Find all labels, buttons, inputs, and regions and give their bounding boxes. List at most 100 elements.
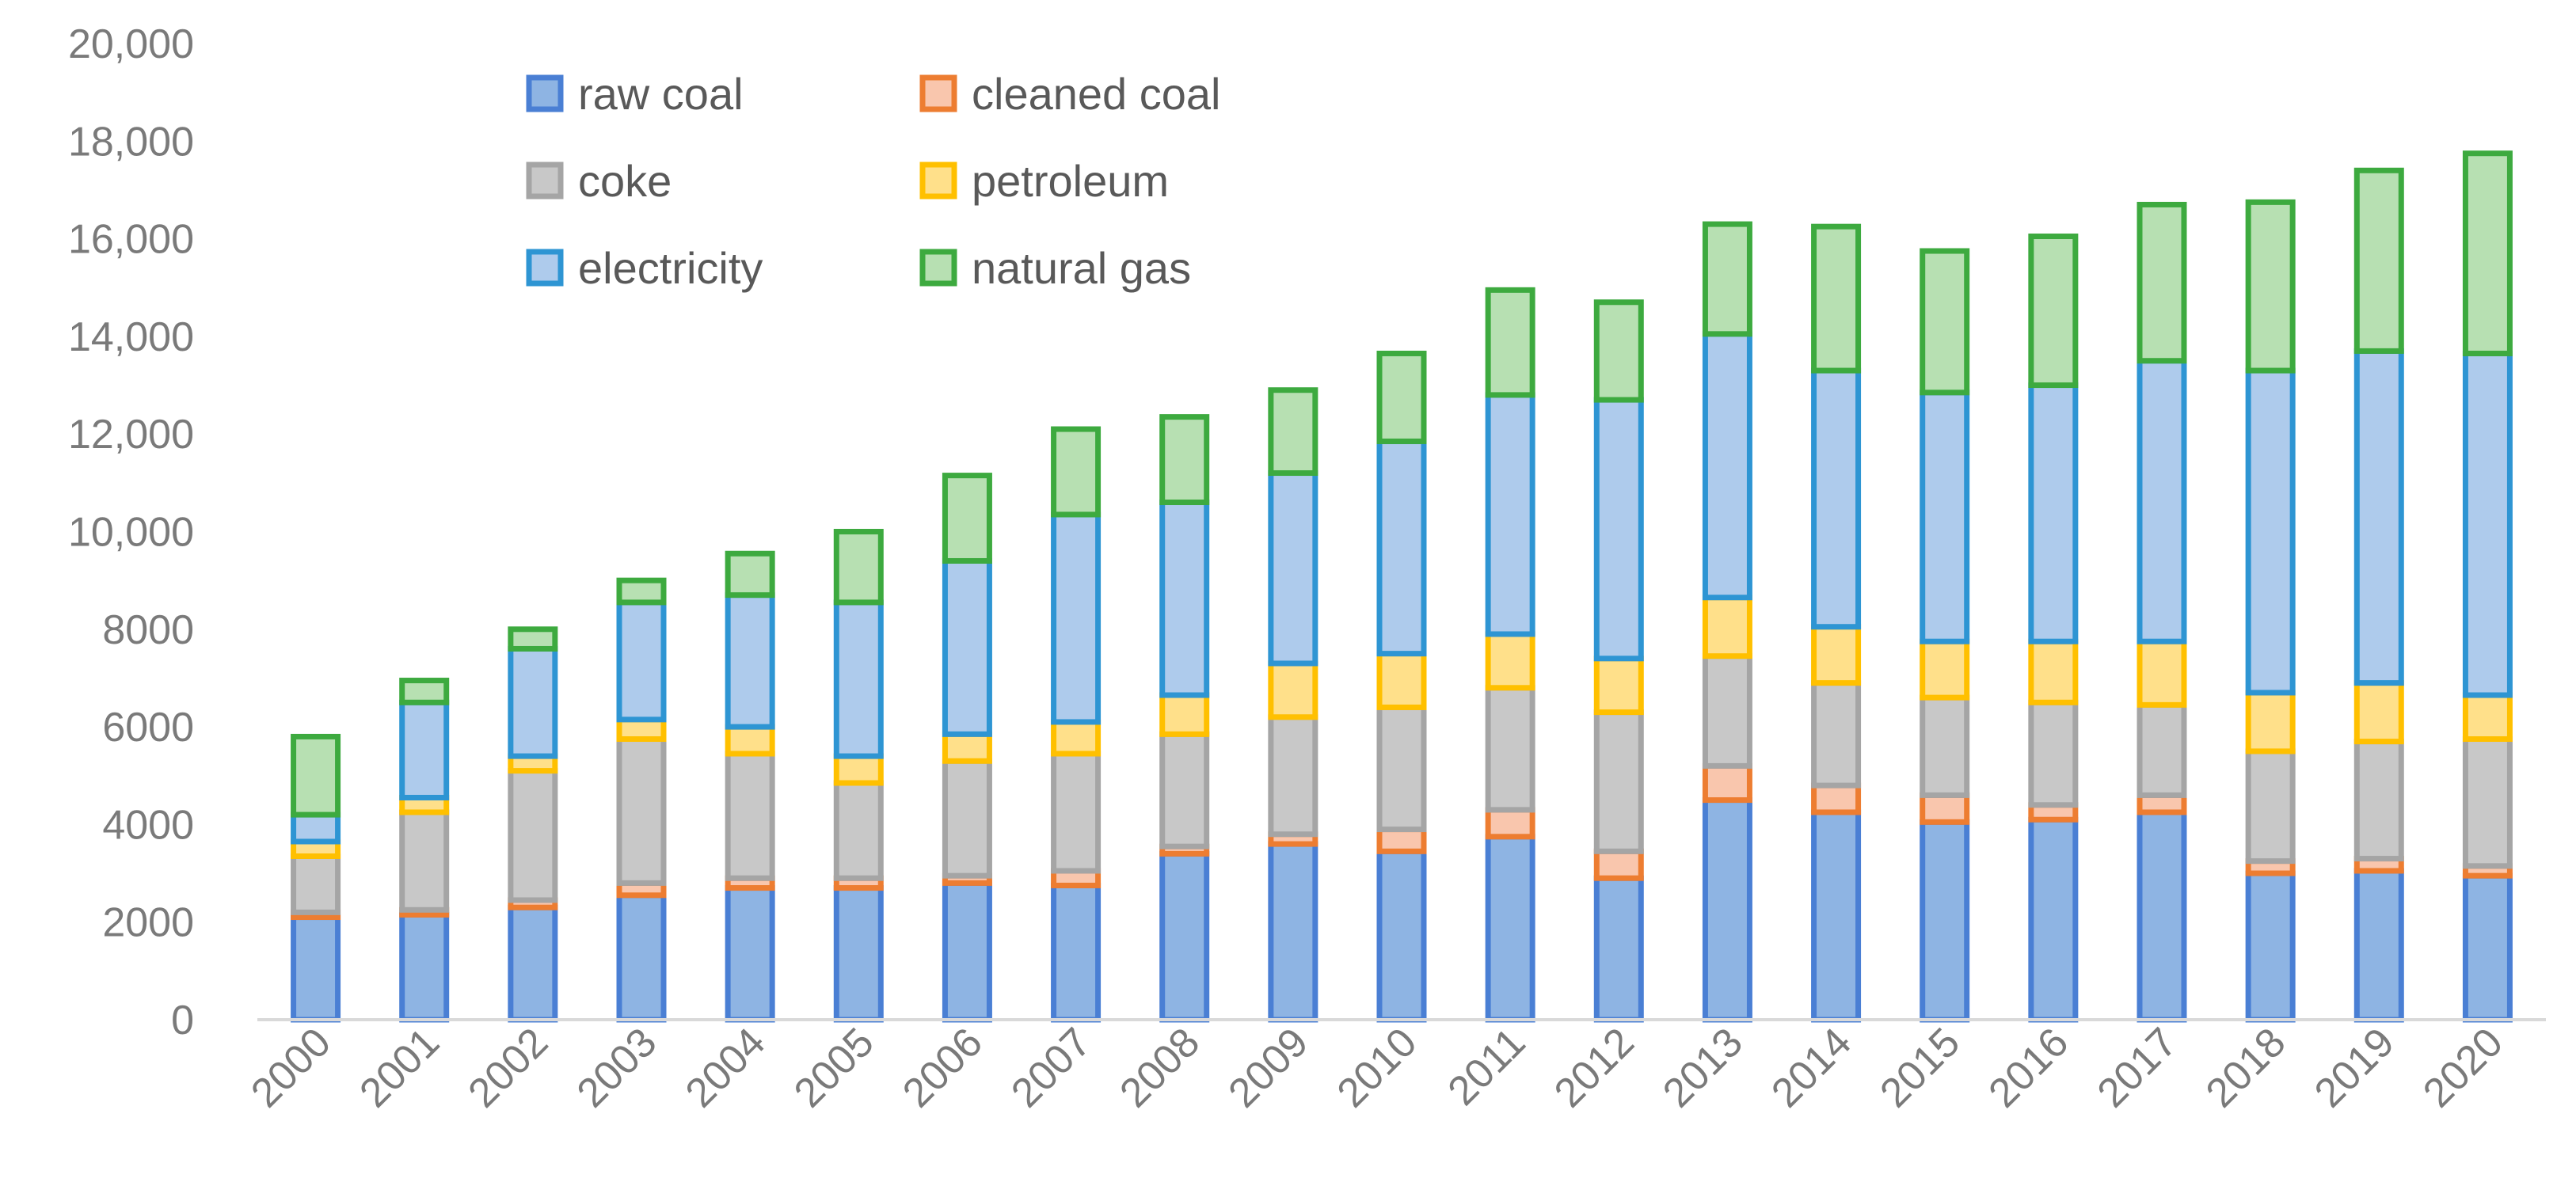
bar-segment-raw-coal	[291, 914, 341, 1023]
bar-segment-raw-coal	[2462, 872, 2513, 1023]
bar-stack-2014	[1811, 223, 1862, 1023]
bar-segment-natural-gas	[508, 626, 558, 652]
bar-segment-petroleum	[1376, 651, 1427, 710]
y-tick-label: 10,000	[68, 510, 194, 556]
bar-segment-cleaned-coal	[1920, 792, 1970, 825]
bar-segment-coke	[2137, 701, 2187, 798]
bar-segment-raw-coal	[1376, 848, 1427, 1023]
x-tick-label: 2014	[1763, 1019, 1860, 1116]
y-tick-label: 20,000	[68, 21, 194, 67]
bar-stacks	[291, 150, 2513, 1023]
bar-segment-petroleum	[942, 731, 992, 764]
bar-stack-2002	[508, 626, 558, 1023]
legend-label: raw coal	[578, 69, 744, 119]
bar-segment-coke	[833, 780, 884, 881]
legend-label: coke	[578, 156, 672, 206]
bar-segment-natural-gas	[1051, 426, 1102, 518]
bar-segment-electricity	[2028, 382, 2079, 644]
legend-label: natural gas	[972, 243, 1191, 293]
bar-segment-raw-coal	[399, 911, 450, 1023]
legend-label: electricity	[578, 243, 763, 293]
bar-stack-2008	[1159, 414, 1210, 1023]
bar-segment-natural-gas	[1920, 248, 1970, 396]
legend: raw coal cleaned coal coke petroleum electri…	[526, 69, 1220, 293]
bar-segment-petroleum	[2028, 638, 2079, 705]
bar-segment-cleaned-coal	[1376, 827, 1427, 854]
bar-segment-natural-gas	[1702, 221, 1752, 337]
bar-segment-coke	[2245, 748, 2296, 865]
bar-segment-raw-coal	[1702, 797, 1752, 1023]
bar-segment-coke	[1593, 709, 1644, 854]
bar-segment-natural-gas	[1376, 350, 1427, 444]
bar-segment-coke	[291, 853, 341, 915]
bar-segment-coke	[725, 751, 775, 881]
bar-segment-raw-coal	[1051, 882, 1102, 1023]
y-tick-label: 8000	[102, 607, 194, 653]
x-tick-label: 2010	[1329, 1019, 1426, 1116]
bar-segment-electricity	[1811, 367, 1862, 630]
bar-segment-raw-coal	[833, 885, 884, 1023]
legend-swatch	[526, 74, 564, 112]
bar-segment-coke	[399, 809, 450, 913]
x-tick-label: 2003	[569, 1019, 666, 1116]
bar-segment-natural-gas	[1485, 287, 1535, 398]
bar-segment-coke	[1376, 704, 1427, 833]
bar-segment-natural-gas	[1811, 223, 1862, 374]
bar-segment-petroleum	[1268, 660, 1318, 720]
legend-label: petroleum	[972, 156, 1169, 206]
bar-segment-electricity	[291, 811, 341, 845]
bar-segment-petroleum	[616, 716, 667, 743]
bar-segment-electricity	[508, 645, 558, 759]
x-tick-label: 2001	[351, 1019, 448, 1116]
bar-segment-raw-coal	[1268, 841, 1318, 1023]
y-axis: 0 2000 4000 6000 8000 10,000 12,000 14,000 16,00…	[68, 21, 194, 1043]
bar-segment-natural-gas	[291, 733, 341, 818]
x-tick-label: 2018	[2197, 1019, 2295, 1116]
x-tick-label: 2005	[786, 1019, 883, 1116]
bar-segment-coke	[2462, 736, 2513, 869]
bar-stack-2006	[942, 473, 992, 1023]
bar-segment-petroleum	[1159, 692, 1210, 737]
bar-segment-coke	[2028, 699, 2079, 808]
bar-segment-electricity	[725, 592, 775, 730]
bar-segment-raw-coal	[508, 904, 558, 1023]
bar-segment-cleaned-coal	[1593, 848, 1644, 881]
bar-segment-electricity	[1485, 392, 1535, 637]
bar-segment-raw-coal	[1920, 819, 1970, 1023]
bar-segment-natural-gas	[833, 529, 884, 606]
legend-swatch	[919, 249, 957, 287]
x-tick-label: 2019	[2306, 1019, 2403, 1116]
bar-segment-electricity	[1376, 438, 1427, 657]
x-tick-label: 2016	[1981, 1019, 2078, 1116]
bar-segment-raw-coal	[2137, 809, 2187, 1023]
bar-stack-2001	[399, 678, 450, 1023]
bar-stack-2012	[1593, 299, 1644, 1023]
bar-segment-coke	[1485, 685, 1535, 813]
bar-segment-petroleum	[2137, 638, 2187, 708]
bar-stack-2011	[1485, 287, 1535, 1023]
bar-segment-coke	[508, 768, 558, 903]
x-tick-label: 2006	[894, 1019, 991, 1116]
bar-stack-2019	[2353, 167, 2404, 1023]
bar-segment-raw-coal	[942, 880, 992, 1023]
bar-segment-electricity	[833, 599, 884, 759]
bar-segment-petroleum	[1920, 638, 1970, 701]
bar-stack-2004	[725, 550, 775, 1023]
bar-segment-raw-coal	[1159, 850, 1210, 1023]
bar-segment-electricity	[2245, 367, 2296, 696]
bar-segment-natural-gas	[1268, 387, 1318, 477]
bar-stack-2010	[1376, 350, 1427, 1023]
bar-stack-2020	[2462, 150, 2513, 1023]
bar-segment-electricity	[1702, 331, 1752, 601]
bar-segment-cleaned-coal	[1811, 782, 1862, 815]
y-tick-label: 6000	[102, 705, 194, 751]
bar-segment-coke	[2353, 739, 2404, 862]
bar-segment-petroleum	[2353, 680, 2404, 745]
x-tick-label: 2000	[242, 1019, 340, 1116]
bar-segment-coke	[1159, 731, 1210, 849]
bar-stack-2003	[616, 577, 667, 1023]
bar-segment-natural-gas	[942, 473, 992, 564]
legend-label: cleaned coal	[972, 69, 1220, 119]
bar-segment-natural-gas	[2137, 201, 2187, 364]
bar-segment-coke	[1920, 694, 1970, 798]
